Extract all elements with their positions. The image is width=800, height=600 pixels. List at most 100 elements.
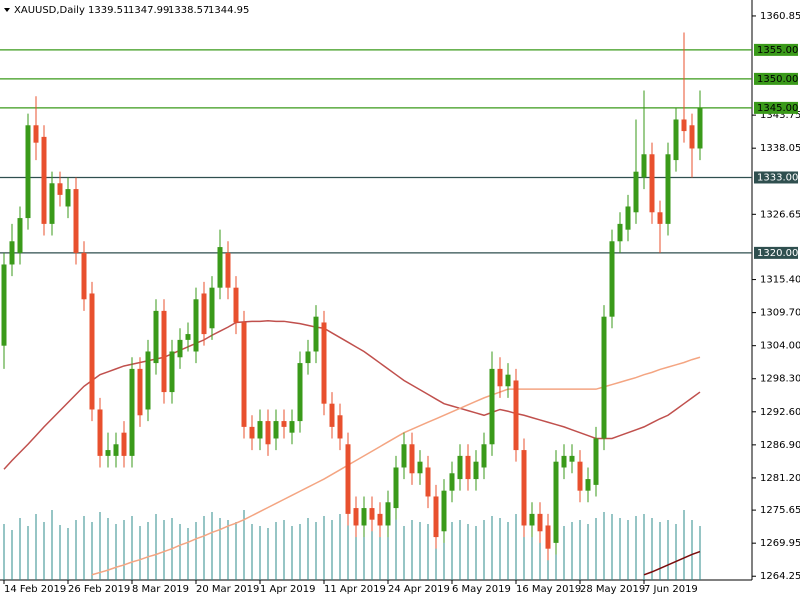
y-tick-label: 1326.65 bbox=[760, 209, 800, 220]
moving-average bbox=[643, 550, 701, 576]
candle-body bbox=[81, 252, 87, 300]
candle-body bbox=[97, 409, 103, 456]
candle-body bbox=[401, 444, 407, 468]
candle-body bbox=[641, 154, 647, 178]
candle-body bbox=[625, 206, 631, 230]
ohlc-value: 1344.95 bbox=[208, 5, 249, 16]
candle-body bbox=[297, 363, 303, 422]
candle-body bbox=[441, 490, 447, 532]
candle-body bbox=[553, 461, 559, 543]
x-tick-label: 28 May 2019 bbox=[580, 584, 645, 595]
y-tick-label: 1275.65 bbox=[760, 505, 800, 516]
candle-body bbox=[289, 421, 295, 433]
level-label: 1333.00 bbox=[757, 172, 798, 183]
y-tick-label: 1292.60 bbox=[760, 407, 800, 418]
candle-body bbox=[41, 136, 47, 224]
x-tick-label: 7 Jun 2019 bbox=[644, 584, 698, 595]
candle-body bbox=[153, 310, 159, 364]
candle-body bbox=[113, 444, 119, 456]
candle-body bbox=[361, 508, 367, 526]
x-tick-label: 20 Mar 2019 bbox=[196, 584, 259, 595]
symbol: XAUUSD,Daily bbox=[14, 5, 85, 16]
y-tick-label: 1338.05 bbox=[760, 143, 800, 154]
candle-body bbox=[129, 368, 135, 456]
candle-body bbox=[665, 154, 671, 224]
candle-body bbox=[529, 513, 535, 526]
candle-body bbox=[137, 368, 143, 416]
level-label-box bbox=[754, 246, 798, 259]
candle-body bbox=[225, 252, 231, 288]
candle-body bbox=[17, 218, 23, 253]
candle-body bbox=[369, 508, 375, 520]
y-tick-label: 1264.25 bbox=[760, 571, 800, 582]
candle-body bbox=[169, 351, 175, 393]
y-tick-label: 1315.40 bbox=[760, 275, 800, 286]
level-label-box bbox=[754, 43, 798, 56]
ohlc-value: 1347.99 bbox=[128, 5, 169, 16]
y-tick-label: 1360.85 bbox=[760, 11, 800, 22]
level-label-box bbox=[754, 101, 798, 114]
candle-body bbox=[569, 455, 575, 462]
candle-body bbox=[601, 316, 607, 439]
x-tick-label: 14 Feb 2019 bbox=[4, 584, 66, 595]
candle-body bbox=[273, 421, 279, 439]
candle-body bbox=[537, 513, 543, 532]
candle-body bbox=[305, 351, 311, 364]
ohlc-value: 1339.51 bbox=[88, 5, 129, 16]
moving-average bbox=[91, 356, 701, 576]
candle-body bbox=[385, 502, 391, 526]
x-tick-label: 8 Mar 2019 bbox=[132, 584, 189, 595]
candle-body bbox=[681, 119, 687, 132]
y-tick-label: 1298.30 bbox=[760, 374, 800, 385]
candle-body bbox=[161, 310, 167, 393]
candle-body bbox=[393, 467, 399, 509]
ohlc-value: 1338.57 bbox=[168, 5, 209, 16]
x-tick-label: 11 Apr 2019 bbox=[324, 584, 386, 595]
candle-body bbox=[57, 183, 63, 195]
candle-body bbox=[313, 316, 319, 352]
candle-body bbox=[281, 421, 287, 427]
candle-body bbox=[25, 125, 31, 219]
candle-body bbox=[105, 450, 111, 456]
x-tick-label: 26 Feb 2019 bbox=[68, 584, 130, 595]
candle-body bbox=[489, 368, 495, 445]
candle-body bbox=[465, 455, 471, 480]
candle-body bbox=[561, 455, 567, 468]
candle-body bbox=[217, 247, 223, 288]
candle-body bbox=[249, 426, 255, 439]
symbol-marker bbox=[4, 8, 10, 12]
x-tick-label: 1 Apr 2019 bbox=[260, 584, 315, 595]
candle-body bbox=[241, 322, 247, 427]
candle-body bbox=[689, 125, 695, 149]
candle-body bbox=[513, 380, 519, 451]
level-label-box bbox=[754, 72, 798, 85]
candle-body bbox=[329, 403, 335, 427]
candle-body bbox=[481, 444, 487, 468]
candle-body bbox=[145, 351, 151, 410]
candle-body bbox=[649, 154, 655, 213]
level-label: 1320.00 bbox=[757, 248, 798, 259]
candle-body bbox=[233, 287, 239, 323]
candle-body bbox=[257, 421, 263, 439]
candle-body bbox=[521, 450, 527, 526]
y-tick-label: 1343.75 bbox=[760, 110, 800, 121]
y-tick-label: 1281.20 bbox=[760, 473, 800, 484]
candle-body bbox=[337, 415, 343, 439]
x-tick-label: 24 Apr 2019 bbox=[388, 584, 450, 595]
candle-body bbox=[609, 241, 615, 317]
candle-body bbox=[409, 444, 415, 474]
candle-body bbox=[673, 119, 679, 161]
candle-body bbox=[633, 171, 639, 213]
candle-body bbox=[185, 334, 191, 340]
candle-body bbox=[505, 374, 511, 387]
candle-body bbox=[425, 467, 431, 497]
level-label: 1345.00 bbox=[757, 103, 798, 114]
candle-body bbox=[201, 293, 207, 335]
y-tick-label: 1286.90 bbox=[760, 440, 800, 451]
candle-body bbox=[177, 339, 183, 358]
candle-body bbox=[1, 264, 7, 346]
moving-average bbox=[3, 319, 701, 470]
x-tick-label: 6 May 2019 bbox=[452, 584, 511, 595]
candle-body bbox=[657, 212, 663, 224]
